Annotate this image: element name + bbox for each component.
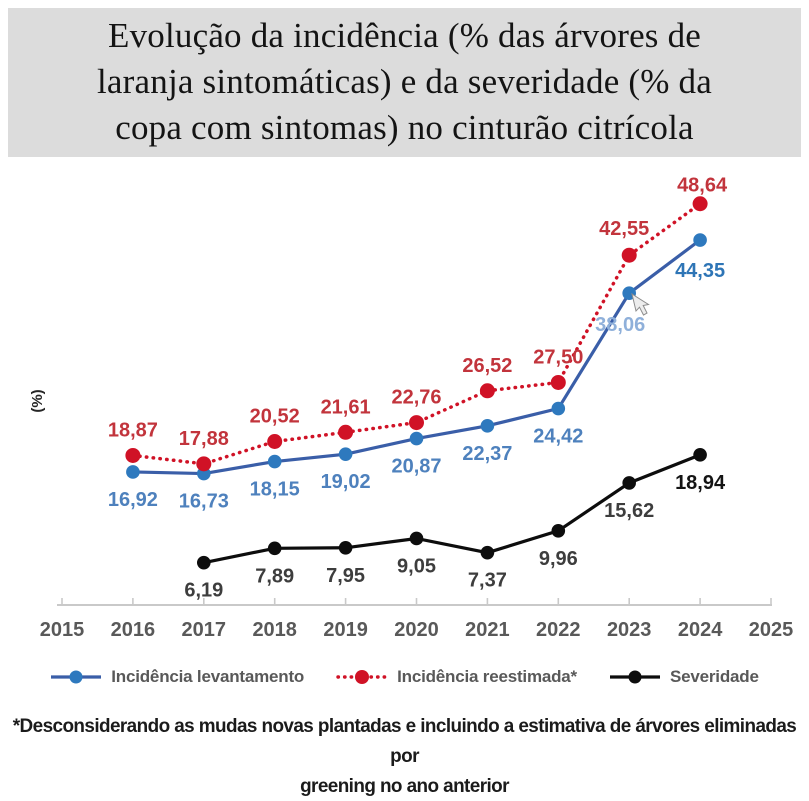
legend-label-severidade: Severidade — [669, 666, 759, 686]
data-label: 20,52 — [250, 405, 300, 427]
data-label: 20,87 — [391, 455, 441, 477]
chart-title-line-2: laranja sintomáticas) e da severidade (%… — [97, 61, 712, 101]
x-tick-label: 2025 — [749, 619, 794, 641]
footnote-line-2: greening no ano anterior — [300, 774, 509, 797]
data-label: 48,64 — [677, 174, 728, 196]
mouse-cursor-icon — [631, 292, 650, 316]
data-point — [480, 545, 495, 560]
data-label: 7,95 — [326, 564, 365, 586]
data-label: 7,37 — [468, 569, 507, 591]
data-point — [693, 447, 707, 462]
x-tick-label: 2015 — [40, 619, 85, 641]
data-label: 27,50 — [533, 346, 583, 368]
data-label: 9,05 — [397, 555, 436, 577]
legend-item-severidade: Severidade — [609, 667, 759, 687]
data-label: 38,06 — [595, 314, 645, 336]
legend-label-incidencia-reestimada: Incidência reestimada* — [397, 666, 577, 686]
black-solid-line-marker-icon — [609, 670, 660, 684]
data-label: 9,96 — [539, 547, 578, 569]
data-point — [126, 464, 140, 479]
chart-title-line-1: Evolução da incidência (% das árvores de — [107, 16, 702, 55]
data-label: 6,19 — [184, 579, 223, 601]
line-chart: 2015 2016 2017 2018 2019 2020 2021 2022 2023 2024… — [29, 174, 794, 641]
data-label: 18,87 — [108, 419, 158, 441]
series-line-2 — [203, 452, 701, 564]
x-tick-label: 2020 — [394, 619, 439, 641]
x-tick-label: 2023 — [607, 619, 652, 641]
data-label: 24,42 — [533, 425, 583, 447]
data-point — [551, 401, 566, 415]
blue-solid-line-marker-icon — [51, 670, 102, 684]
data-point — [338, 424, 354, 440]
legend-item-incidencia-levantamento: Incidência levantamento — [50, 667, 304, 687]
chart-title: Evolução da incidência (% das árvores de… — [8, 8, 801, 157]
data-label: 17,88 — [179, 427, 229, 449]
data-point — [196, 455, 212, 471]
y-axis-label: (%) — [29, 389, 46, 412]
chart-legend: Incidência levantamento Incidência reest… — [0, 657, 809, 697]
legend-item-incidencia-reestimada: Incidência reestimada* — [336, 667, 577, 687]
legend-label-incidencia-levantamento: Incidência levantamento — [111, 666, 305, 686]
data-label: 15,62 — [604, 499, 654, 521]
footnote-line-1: *Desconsiderando as mudas novas plantada… — [12, 714, 797, 767]
data-label: 22,37 — [462, 442, 512, 464]
data-point — [479, 382, 495, 398]
data-label: 18,15 — [250, 478, 300, 500]
data-point — [550, 374, 566, 390]
x-tick-label: 2019 — [323, 619, 368, 641]
red-dotted-line-marker-icon — [336, 669, 388, 684]
data-label: 26,52 — [462, 354, 512, 376]
x-tick-label: 2018 — [252, 619, 297, 641]
data-point — [409, 414, 424, 430]
data-label: 7,89 — [255, 565, 294, 587]
data-point — [197, 555, 211, 569]
data-label: 42,55 — [599, 218, 649, 240]
data-point — [622, 475, 636, 490]
data-point — [480, 418, 495, 433]
data-label: 18,94 — [675, 471, 726, 493]
data-label: 19,02 — [321, 471, 371, 493]
data-point — [125, 447, 141, 463]
data-label: 21,61 — [321, 396, 371, 418]
data-point — [338, 446, 353, 461]
chart-area: 2015 2016 2017 2018 2019 2020 2021 2022 2023 2024… — [0, 157, 809, 657]
data-point — [267, 454, 282, 468]
data-point — [409, 431, 424, 445]
data-label: 16,92 — [108, 488, 158, 510]
data-label: 44,35 — [675, 260, 725, 282]
x-tick-label: 2024 — [678, 619, 723, 641]
x-tick-label: 2016 — [111, 619, 156, 641]
data-point — [267, 433, 283, 449]
x-tick-label: 2017 — [182, 619, 227, 641]
data-point — [551, 523, 566, 538]
x-tick-label: 2021 — [465, 619, 510, 641]
data-label: 16,73 — [179, 490, 229, 512]
data-label: 22,76 — [391, 386, 441, 408]
data-point — [338, 540, 353, 555]
footnote: *Desconsiderando as mudas novas plantada… — [12, 711, 797, 801]
data-point — [267, 541, 282, 555]
data-point — [409, 531, 424, 545]
data-point — [621, 247, 637, 263]
data-point — [692, 195, 708, 211]
x-tick-label: 2022 — [536, 619, 581, 641]
series-line-1 — [131, 201, 702, 466]
data-point — [693, 232, 707, 247]
chart-title-line-3: copa com sintomas) no cinturão citrícola — [115, 107, 694, 147]
